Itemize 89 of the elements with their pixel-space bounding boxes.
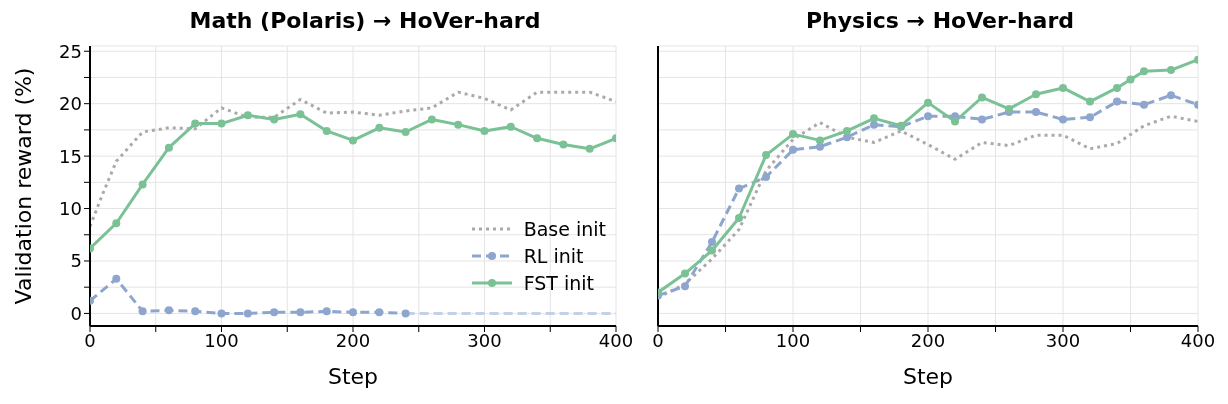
x-tick-label: 200 [335,329,371,351]
point [1005,104,1013,113]
point [296,110,305,119]
y-tick-label: 10 [59,197,82,219]
point [506,122,515,131]
point [270,308,279,317]
x-tick-label: 0 [84,329,96,351]
point [762,173,770,182]
chart-title: Physics → HoVer-hard [805,8,1075,35]
chart-title: Math (Polaris) → HoVer-hard [188,8,542,35]
point [1059,83,1067,92]
point [924,112,932,121]
point [735,184,743,193]
point [789,145,797,154]
x-tick-label: 0 [652,329,664,351]
point [559,140,568,149]
point [191,119,200,128]
point [217,119,226,128]
point [322,126,331,135]
x-tick-label: 100 [775,329,811,351]
point [978,93,986,102]
x-tick-label: 300 [467,329,502,351]
point [870,120,878,129]
x-tick-label: 400 [598,329,634,351]
point [681,269,689,278]
point [1140,67,1148,76]
point [164,143,173,152]
point [138,180,147,189]
point [1167,66,1175,75]
point [454,120,463,129]
point [164,306,173,315]
point [401,127,410,136]
point [816,136,824,145]
point [375,308,384,317]
point [533,134,542,143]
point [585,144,594,153]
point [296,308,305,317]
point [1140,100,1148,109]
point [1113,83,1121,92]
y-tick-label: 0 [70,302,82,324]
y-tick-label: 20 [59,93,82,115]
point [112,274,121,283]
point [480,126,489,135]
point [1086,97,1094,106]
x-tick-label: 300 [1045,329,1081,351]
point [762,151,770,160]
legend-label: Base init [523,217,606,240]
point [375,123,384,132]
point [924,98,932,107]
point [978,115,986,124]
y-tick-label: 25 [59,40,82,62]
point [112,219,121,228]
point [217,309,226,318]
point [349,308,357,317]
point [951,117,959,126]
x-tick-label: 200 [910,329,946,351]
point [1086,113,1094,122]
point [789,130,797,139]
point [681,282,689,291]
y-tick-label: 5 [70,250,82,272]
point [1032,108,1040,117]
point [708,238,716,247]
point [270,115,279,124]
point [427,115,436,124]
legend-label: FST init [523,271,594,294]
point [1059,115,1067,124]
point [138,307,147,316]
point [1126,75,1135,84]
x-axis-title: Step [327,364,379,389]
point [322,307,331,316]
point [243,111,252,120]
x-tick-label: 100 [204,329,239,351]
legend-label: RL init [523,244,584,267]
y-axis-title: Validation reward (%) [10,67,36,305]
point [1032,90,1040,99]
point [816,142,824,151]
point [708,246,716,255]
point [243,309,252,318]
point [1113,97,1121,106]
y-tick-label: 15 [59,145,82,167]
point [349,136,357,145]
point [870,114,878,123]
point [191,307,200,316]
point [1167,91,1175,100]
point [843,126,851,135]
x-tick-label: 400 [1180,329,1216,351]
point [735,213,743,222]
x-axis-title: Step [902,364,954,389]
point [401,309,410,318]
